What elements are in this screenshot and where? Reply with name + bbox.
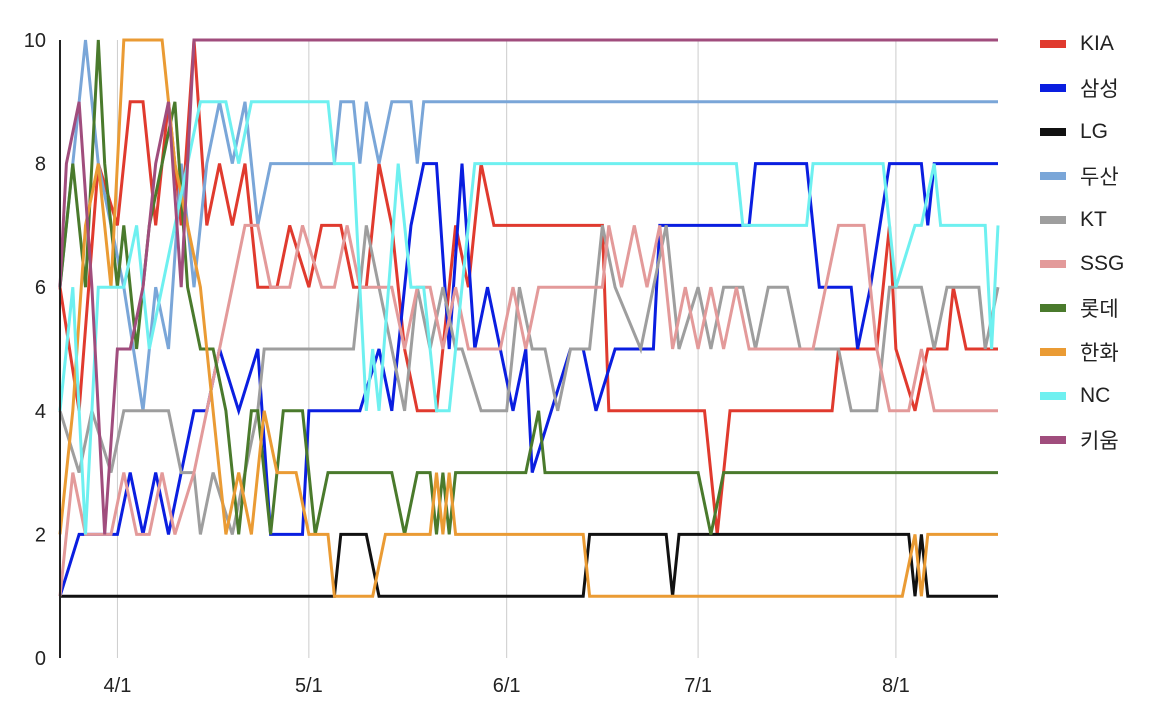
series-line-10: [58, 38, 998, 535]
legend-label: KT: [1080, 208, 1107, 231]
legend-item[interactable]: 두산: [1040, 154, 1124, 198]
legend-item[interactable]: KT: [1040, 198, 1124, 242]
legend-item[interactable]: 롯데: [1040, 286, 1124, 330]
series-line-9: [58, 100, 1000, 535]
series-line-8: [58, 38, 998, 598]
x-tick-label: 4/1: [104, 675, 132, 697]
legend-label: LG: [1080, 120, 1109, 143]
legend-item[interactable]: KIA: [1040, 22, 1124, 66]
y-tick-labels: 0 2 4 6 8 10: [24, 30, 46, 670]
series-line-4: [58, 39, 998, 412]
series-line-2: [58, 162, 998, 597]
y-tick-label: 10: [24, 30, 46, 52]
series-line-3: [60, 532, 998, 598]
legend-swatch: [1040, 260, 1066, 268]
legend-swatch: [1040, 392, 1066, 400]
x-tick-label: 6/1: [493, 675, 521, 697]
legend-swatch: [1040, 40, 1066, 48]
series-line-5: [58, 225, 1000, 535]
legend-item[interactable]: 키움: [1040, 418, 1124, 462]
legend-swatch: [1040, 84, 1066, 92]
legend-swatch: [1040, 304, 1066, 312]
series-line-1: [58, 39, 998, 535]
y-tick-label: 0: [35, 648, 46, 670]
x-tick-label: 7/1: [684, 675, 712, 697]
legend-label: 한화: [1080, 342, 1119, 365]
legend-label: NC: [1080, 384, 1111, 407]
legend-label: SSG: [1080, 252, 1125, 275]
legend-swatch: [1040, 216, 1066, 224]
y-tick-label: 2: [35, 524, 46, 546]
legend-label: 키움: [1080, 430, 1119, 453]
legend-item[interactable]: 삼성: [1040, 66, 1124, 110]
legend-item[interactable]: SSG: [1040, 242, 1124, 286]
series-line-6: [58, 223, 998, 597]
x-tick-labels: 4/1 5/1 6/1 7/1 8/1: [104, 675, 910, 697]
series-line-7: [58, 39, 998, 535]
legend-swatch: [1040, 348, 1066, 356]
legend-label: 두산: [1080, 166, 1119, 189]
y-tick-label: 4: [35, 401, 46, 423]
legend-swatch: [1040, 128, 1066, 136]
legend-swatch: [1040, 172, 1066, 180]
x-tick-label: 8/1: [882, 675, 910, 697]
legend-label: 삼성: [1080, 78, 1119, 101]
legend-item[interactable]: LG: [1040, 110, 1124, 154]
legend-item[interactable]: NC: [1040, 374, 1124, 418]
series-lines: [58, 38, 1000, 598]
legend-item[interactable]: 한화: [1040, 330, 1124, 374]
x-tick-label: 5/1: [295, 675, 323, 697]
y-tick-label: 8: [35, 154, 46, 176]
y-tick-label: 6: [35, 277, 46, 299]
legend-label: 롯데: [1080, 298, 1119, 321]
legend-label: KIA: [1080, 32, 1114, 55]
legend-swatch: [1040, 436, 1066, 444]
